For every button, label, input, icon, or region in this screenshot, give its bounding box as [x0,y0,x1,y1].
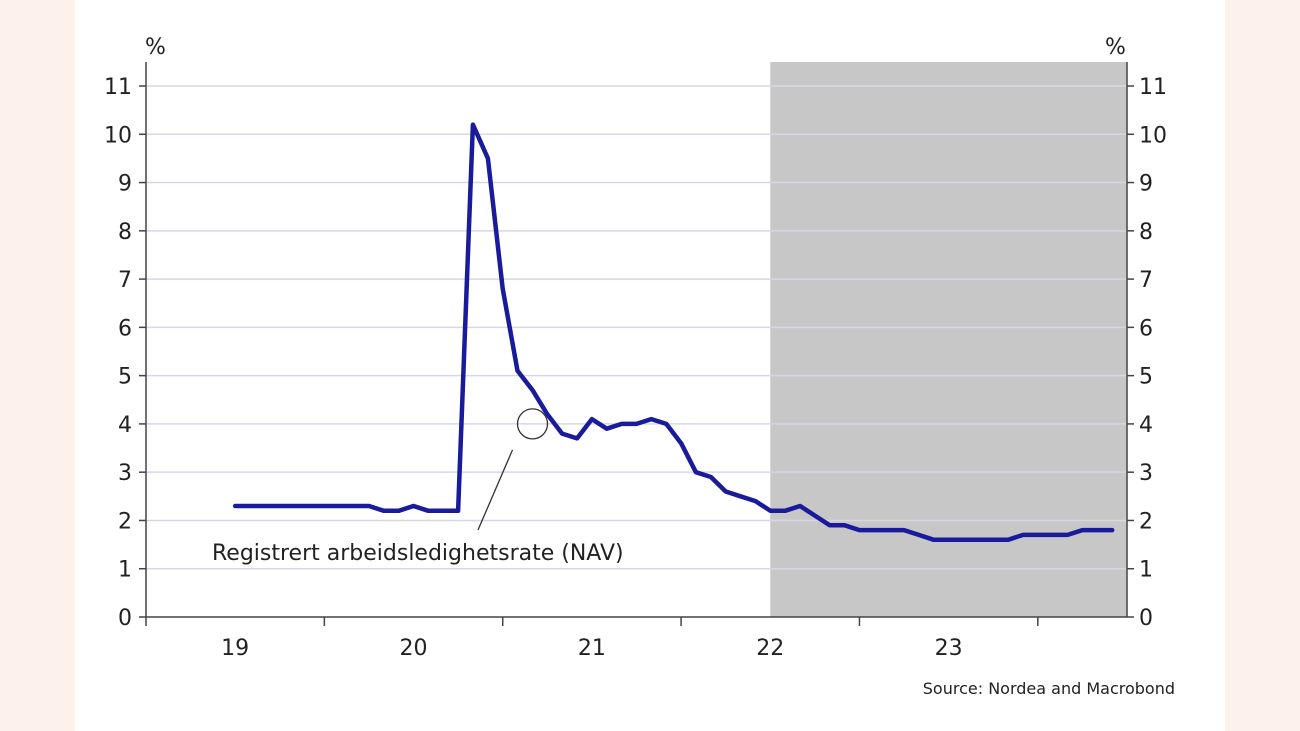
y-tick-label-right: 3 [1139,461,1153,486]
right-axis-unit: % [1105,35,1126,60]
y-tick-label-left: 2 [118,509,132,534]
series-layer [232,122,1115,543]
y-tick-label-left: 6 [118,316,132,341]
x-tick-label: 21 [578,636,606,661]
y-tick-label-right: 8 [1139,220,1153,245]
x-tick-label: 19 [221,636,249,661]
y-tick-label-right: 7 [1139,268,1153,293]
annotation: Registrert arbeidsledighetsrate (NAV) [212,408,624,566]
y-tick-label-right: 0 [1139,606,1153,631]
x-tick-label: 20 [400,636,428,661]
y-tick-label-left: 0 [118,606,132,631]
y-tick-label-right: 9 [1139,172,1153,197]
y-tick-label-right: 2 [1139,509,1153,534]
y-tick-label-left: 11 [104,75,132,100]
source-note: Source: Nordea and Macrobond [923,679,1175,698]
y-tick-label-left: 10 [104,123,132,148]
y-tick-label-left: 9 [118,172,132,197]
annotation-label: Registrert arbeidsledighetsrate (NAV) [212,541,624,566]
left-axis-unit: % [145,35,166,60]
chart-card: 0 0 1 1 2 2 3 3 4 4 5 5 6 6 7 7 8 8 9 9 10 10 11 11 19 20 21 22 23 R… [75,0,1225,731]
y-tick-label-right: 6 [1139,316,1153,341]
y-tick-label-right: 4 [1139,413,1153,438]
y-tick-label-right: 10 [1139,123,1167,148]
y-tick-label-left: 4 [118,413,132,438]
y-tick-label-left: 7 [118,268,132,293]
series-line-nav-unemployment [232,122,1115,543]
x-tick-label: 22 [756,636,784,661]
y-tick-label-left: 1 [118,558,132,583]
x-tick-label: 23 [935,636,963,661]
gridlines [146,85,1127,570]
y-tick-label-left: 3 [118,461,132,486]
y-tick-label-right: 5 [1139,365,1153,390]
annotation-circle [516,408,549,440]
y-tick-label-left: 8 [118,220,132,245]
y-tick-label-right: 1 [1139,558,1153,583]
annotation-leader-line [477,449,514,531]
y-tick-label-left: 5 [118,365,132,390]
y-tick-label-right: 11 [1139,75,1167,100]
